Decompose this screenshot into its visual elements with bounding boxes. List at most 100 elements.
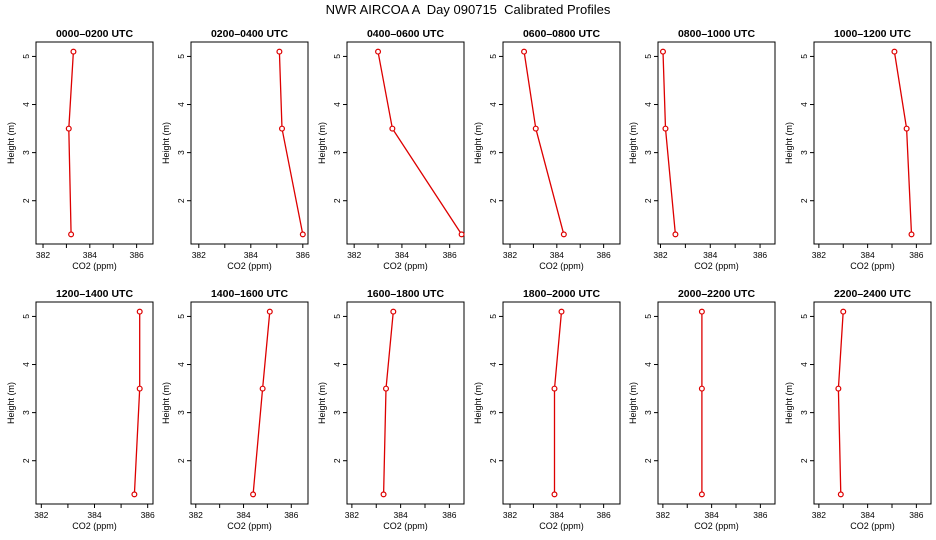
y-tick-label: 2 xyxy=(799,198,809,203)
x-tick-label: 382 xyxy=(812,250,826,260)
data-point xyxy=(136,308,143,315)
y-axis-label: Height (m) xyxy=(628,382,638,424)
x-axis-label: CO2 (ppm) xyxy=(72,261,117,271)
y-tick-label: 4 xyxy=(488,102,498,107)
plot-frame xyxy=(35,41,154,245)
data-point xyxy=(908,231,915,238)
data-point xyxy=(136,385,143,392)
y-tick-label: 4 xyxy=(21,102,31,107)
y-tick-label: 2 xyxy=(332,458,342,463)
x-tick-label: 384 xyxy=(861,510,875,520)
data-point xyxy=(266,308,273,315)
panel-title: 1200–1400 UTC xyxy=(56,288,133,300)
y-tick-label: 3 xyxy=(488,150,498,155)
panel-title: 0800–1000 UTC xyxy=(678,28,755,40)
x-axis-label: CO2 (ppm) xyxy=(227,261,272,271)
x-tick-label: 382 xyxy=(34,510,48,520)
x-tick-label: 386 xyxy=(597,250,611,260)
x-tick-label: 386 xyxy=(753,250,767,260)
data-point xyxy=(521,48,528,55)
data-point xyxy=(279,125,286,132)
data-point xyxy=(70,48,77,55)
data-point xyxy=(560,231,567,238)
data-point xyxy=(698,385,705,392)
y-tick-label: 3 xyxy=(21,150,31,155)
data-point xyxy=(891,48,898,55)
y-tick-label: 4 xyxy=(176,102,186,107)
x-tick-label: 384 xyxy=(394,510,408,520)
data-point xyxy=(698,491,705,498)
plot-frame xyxy=(657,41,776,245)
plot-frame xyxy=(813,301,932,505)
panel-title: 1600–1800 UTC xyxy=(367,288,444,300)
data-point xyxy=(380,491,387,498)
x-tick-label: 384 xyxy=(550,250,564,260)
panel-title: 1000–1200 UTC xyxy=(834,28,911,40)
x-tick-label: 384 xyxy=(87,510,101,520)
y-tick-label: 5 xyxy=(643,314,653,319)
panel-title: 2200–2400 UTC xyxy=(834,288,911,300)
data-point xyxy=(389,125,396,132)
y-tick-label: 5 xyxy=(176,54,186,59)
data-point xyxy=(551,491,558,498)
data-point xyxy=(390,308,397,315)
profile-line xyxy=(837,311,844,495)
y-tick-label: 4 xyxy=(643,102,653,107)
y-tick-label: 2 xyxy=(176,458,186,463)
y-tick-label: 4 xyxy=(799,362,809,367)
x-axis-label: CO2 (ppm) xyxy=(694,521,739,531)
x-tick-label: 382 xyxy=(189,510,203,520)
y-tick-label: 4 xyxy=(488,362,498,367)
profile-panel: 0400–0600 UTC 382 384 386 2 3 4 5 CO2 (ppm) Heigh… xyxy=(317,28,465,271)
y-tick-label: 2 xyxy=(643,458,653,463)
y-tick-label: 5 xyxy=(176,314,186,319)
data-point xyxy=(68,231,75,238)
plot-frame xyxy=(657,301,776,505)
y-axis-label: Height (m) xyxy=(784,382,794,424)
profile-line xyxy=(68,51,75,235)
data-point xyxy=(250,491,257,498)
profile-line xyxy=(893,51,913,235)
y-tick-label: 2 xyxy=(176,198,186,203)
y-tick-label: 3 xyxy=(176,410,186,415)
x-tick-label: 386 xyxy=(597,510,611,520)
x-tick-label: 386 xyxy=(130,250,144,260)
x-axis-label: CO2 (ppm) xyxy=(850,261,895,271)
x-tick-label: 382 xyxy=(36,250,50,260)
data-point xyxy=(276,48,283,55)
y-tick-label: 5 xyxy=(488,54,498,59)
x-tick-label: 382 xyxy=(503,510,517,520)
figure-title: NWR AIRCOA A Day 090715 Calibrated Profi… xyxy=(325,2,611,17)
y-axis-label: Height (m) xyxy=(473,382,483,424)
y-tick-label: 4 xyxy=(332,102,342,107)
x-tick-label: 384 xyxy=(703,250,717,260)
y-tick-label: 2 xyxy=(488,458,498,463)
y-tick-label: 4 xyxy=(21,362,31,367)
y-axis-label: Height (m) xyxy=(161,382,171,424)
panel-title: 1400–1600 UTC xyxy=(211,288,288,300)
x-tick-label: 386 xyxy=(753,510,767,520)
y-axis-label: Height (m) xyxy=(317,122,327,164)
data-point xyxy=(383,385,390,392)
x-tick-label: 386 xyxy=(909,510,923,520)
profile-panel: 2200–2400 UTC 382 384 386 2 3 4 5 CO2 (ppm) Heigh… xyxy=(784,288,932,531)
data-point xyxy=(458,231,465,238)
data-point xyxy=(698,308,705,315)
y-tick-label: 5 xyxy=(21,314,31,319)
y-axis-label: Height (m) xyxy=(473,122,483,164)
x-tick-label: 382 xyxy=(503,250,517,260)
x-tick-label: 386 xyxy=(442,510,456,520)
x-axis-label: CO2 (ppm) xyxy=(383,261,428,271)
x-tick-label: 384 xyxy=(83,250,97,260)
y-axis-label: Height (m) xyxy=(161,122,171,164)
data-point xyxy=(835,385,842,392)
y-tick-label: 3 xyxy=(332,150,342,155)
x-axis-label: CO2 (ppm) xyxy=(72,521,117,531)
data-point xyxy=(659,48,666,55)
x-tick-label: 382 xyxy=(345,510,359,520)
y-tick-label: 3 xyxy=(176,150,186,155)
panel-title: 0200–0400 UTC xyxy=(211,28,288,40)
data-point xyxy=(532,125,539,132)
data-point xyxy=(299,231,306,238)
